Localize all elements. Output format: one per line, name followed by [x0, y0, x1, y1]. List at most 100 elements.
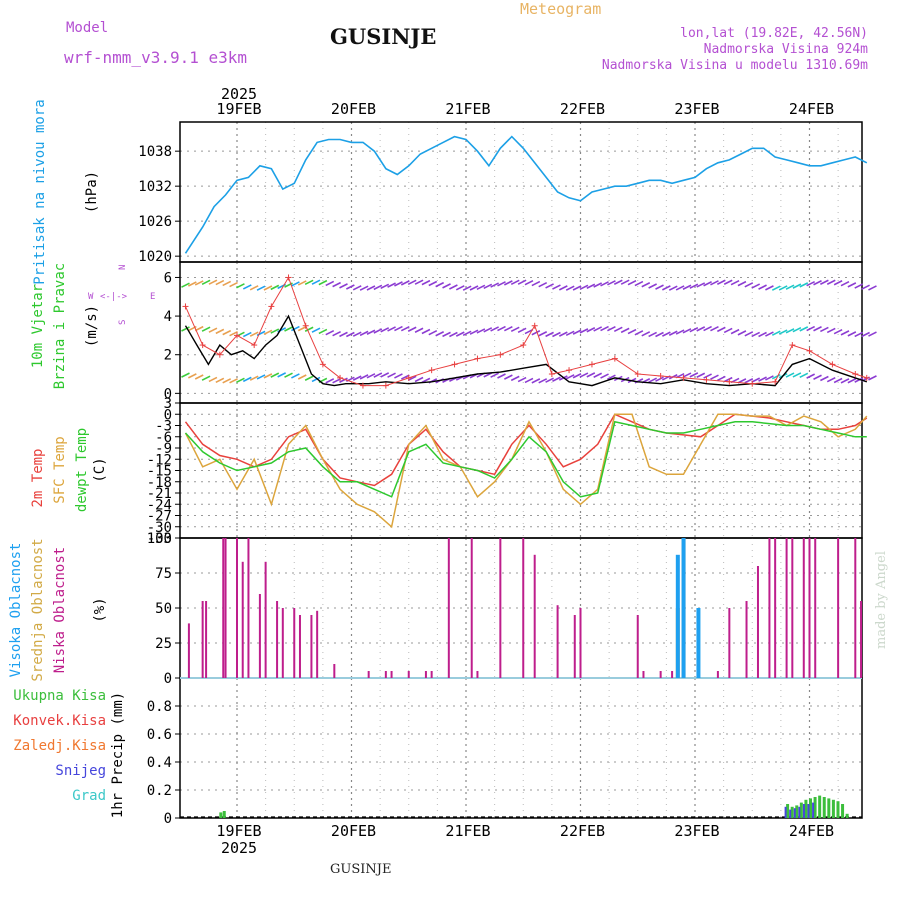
wind-arrow — [201, 375, 211, 381]
precip-bar — [799, 802, 803, 818]
wind-arrow — [339, 377, 348, 383]
wind-arrow — [552, 376, 561, 382]
wind-arrow — [517, 327, 527, 334]
wind-arrow — [366, 373, 376, 379]
wind-arrow — [758, 284, 767, 290]
cloud-unit: (%) — [92, 597, 108, 622]
y-tick-label: 0 — [164, 671, 172, 687]
wind-arrow — [215, 328, 225, 335]
wind-arrow — [442, 331, 451, 338]
cloud-bar — [247, 538, 250, 678]
precip-bar — [836, 801, 840, 818]
x-day-label-bottom: 19FEB — [216, 822, 261, 840]
wind-arrow — [545, 283, 554, 289]
wind-arrow — [311, 327, 321, 333]
y-tick-label: -24 — [147, 497, 172, 513]
wind-arrow — [730, 328, 740, 335]
wind-arrow — [593, 282, 603, 288]
wind-arrow — [545, 331, 554, 338]
wind-arrow — [387, 326, 396, 332]
wind-arrow — [242, 331, 252, 338]
dir-legend-n: N — [118, 265, 128, 270]
wind-arrow — [345, 331, 355, 338]
precip-bar — [802, 804, 805, 818]
wind-arrow — [813, 326, 822, 332]
wind-arrow — [655, 284, 664, 290]
pressure-title: Pritisak na nivou mora — [32, 99, 48, 284]
wind-arrow — [579, 328, 589, 334]
wind-arrow — [785, 328, 795, 334]
y-tick-label: 0.8 — [147, 699, 172, 715]
precip-legend-item: Zaledj.Kisa — [13, 738, 106, 754]
x-day-label-bottom: 20FEB — [331, 822, 376, 840]
y-tick-label: 1038 — [138, 144, 172, 160]
cloud-bar — [745, 601, 748, 678]
wind-arrow — [428, 329, 438, 336]
wind-arrow — [181, 326, 190, 332]
cloud-bar — [556, 605, 559, 678]
high-cloud-title: Visoka Oblacnost — [8, 543, 24, 678]
y-tick-label: 1032 — [138, 179, 172, 195]
wind-arrow — [751, 331, 761, 338]
wind-arrow — [586, 283, 596, 289]
wind-arrow — [716, 375, 726, 382]
wind-arrow — [517, 376, 527, 383]
wind-arrow — [545, 377, 554, 383]
wind-arrow — [291, 373, 300, 379]
wind-arrow — [675, 285, 685, 291]
wind-arrow — [655, 376, 664, 382]
wind-arrow — [442, 283, 451, 289]
x-day-label-top: 21FEB — [445, 100, 490, 118]
dir-legend-e: E — [150, 292, 155, 302]
wind-arrow — [414, 279, 424, 285]
wind-arrow — [352, 285, 362, 291]
cloud-bar — [310, 615, 313, 678]
cloud-bar — [802, 538, 805, 678]
wind-arrow — [565, 374, 575, 380]
cloud-bar — [407, 671, 410, 678]
wind-arrow — [435, 281, 445, 288]
precip-bar — [222, 811, 226, 818]
wind-arrow — [462, 330, 472, 337]
cloud-bar — [785, 538, 788, 678]
y-tick-label: -30 — [147, 520, 172, 536]
wind-arrow — [249, 285, 259, 291]
wind-arrow — [373, 328, 383, 334]
dir-legend-arrow: <-|-> — [100, 292, 128, 302]
wind-arrow — [682, 372, 692, 378]
wind-arrow — [696, 326, 706, 332]
cloud-bar — [333, 664, 336, 678]
y-tick-label: 1026 — [138, 214, 172, 230]
wind-arrow — [620, 279, 630, 285]
y-tick-label: -33 — [147, 531, 172, 547]
wind-arrow — [400, 325, 410, 332]
wind-arrow — [222, 378, 232, 384]
wind-arrow — [765, 375, 774, 381]
wind-arrow — [469, 285, 479, 291]
cloud-bar — [224, 538, 227, 678]
wind-arrow — [627, 279, 637, 286]
wind-arrow — [304, 279, 314, 286]
wind-arrow — [263, 329, 273, 335]
wind-arrow — [689, 372, 699, 378]
model-name: wrf-nmm_v3.9.1 e3km — [64, 48, 248, 67]
cloud-bar — [424, 671, 427, 678]
cloud-bar — [774, 538, 777, 678]
y-tick-label: -27 — [147, 509, 172, 525]
precip-bar — [793, 808, 796, 818]
wind-arrow — [600, 281, 609, 287]
wind-arrow — [332, 281, 341, 288]
wind-arrow — [242, 284, 252, 290]
cloud-bar — [768, 538, 771, 678]
wind-arrow — [531, 330, 541, 336]
wind-arrow — [792, 372, 802, 378]
wind-arrow — [758, 331, 767, 338]
wind-arrow — [861, 284, 870, 290]
product-title: Meteogram — [520, 0, 602, 18]
wind-speed-line — [184, 314, 868, 387]
y-tick-label: 2 — [164, 348, 172, 364]
wind-arrow — [634, 280, 644, 287]
wind-arrow — [181, 282, 190, 288]
x-day-label-bottom: 24FEB — [789, 822, 834, 840]
wind-arrow — [490, 372, 499, 378]
